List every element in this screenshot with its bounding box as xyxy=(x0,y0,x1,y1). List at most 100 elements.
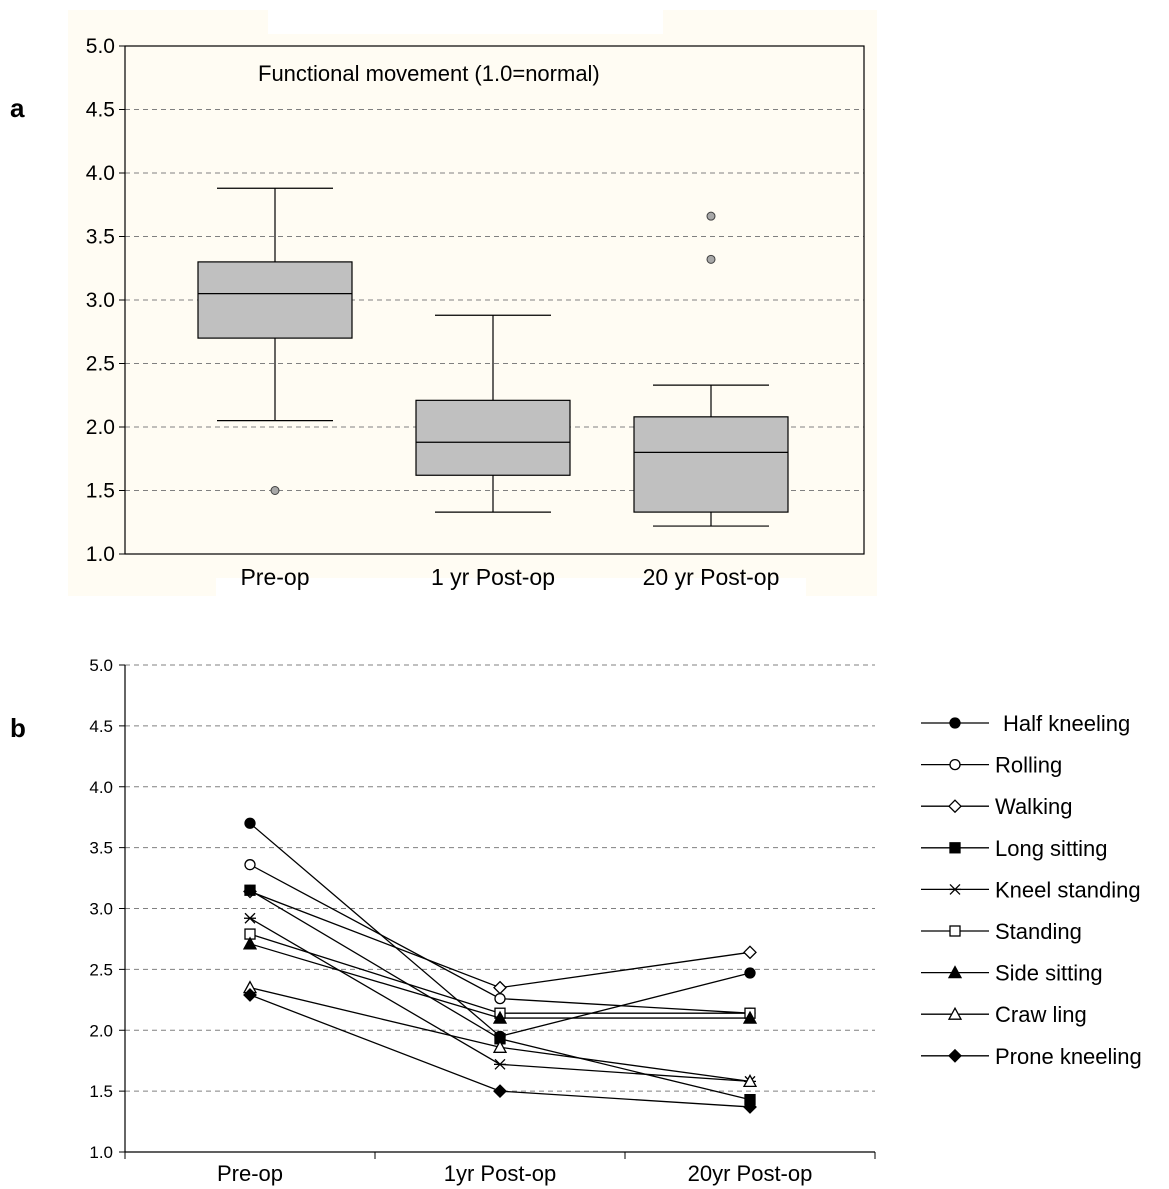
outlier-point xyxy=(706,254,716,264)
marker-open-circle xyxy=(244,859,256,871)
chart-b: 1.0 1.5 2.0 2.5 3.0 3.5 4.0 4.5 5.0 Pre-op 1yr Po… xyxy=(89,656,1141,1186)
marker-open-diamond xyxy=(948,799,962,814)
chart-a-x-tick-label: 1 yr Post-op xyxy=(431,564,555,590)
chart-a-y-tick-label: 3.0 xyxy=(86,289,115,312)
box-3 xyxy=(633,211,789,527)
marker-open-triangle xyxy=(947,1006,963,1020)
legend-label: Walking xyxy=(995,794,1072,819)
marker-open-triangle xyxy=(492,1039,508,1053)
legend-label: Side sitting xyxy=(995,961,1103,986)
chart-b-x-tick-label: 20yr Post-op xyxy=(688,1161,813,1186)
series-side-sitting xyxy=(242,936,758,1024)
outlier-point xyxy=(706,211,716,221)
chart-b-x-axis: Pre-op 1yr Post-op 20yr Post-op xyxy=(217,1161,812,1186)
marker-filled-diamond xyxy=(493,1084,507,1099)
chart-b-x-tick-label: Pre-op xyxy=(217,1161,283,1186)
marker-open-square xyxy=(949,925,961,937)
chart-b-y-tick-label: 5.0 xyxy=(89,656,113,675)
marker-stroke xyxy=(244,912,256,924)
interquartile-box xyxy=(197,261,353,339)
marker-filled-square xyxy=(949,842,961,854)
chart-a-y-tick-label: 1.0 xyxy=(86,543,115,566)
legend-item: Prone kneeling xyxy=(921,1044,1142,1069)
legend-label: Standing xyxy=(995,919,1082,944)
legend-label: Prone kneeling xyxy=(995,1044,1142,1069)
chart-a-x-tick-label: 20 yr Post-op xyxy=(643,564,780,590)
chart-a-y-tick-label: 2.0 xyxy=(86,416,115,439)
legend-label: Long sitting xyxy=(995,836,1108,861)
series-prone-kneeling xyxy=(243,988,757,1114)
chart-b-y-axis: 1.0 1.5 2.0 2.5 3.0 3.5 4.0 4.5 5.0 xyxy=(89,656,125,1162)
chart-a-boxes xyxy=(197,187,789,527)
chart-a: 1.0 1.5 2.0 2.5 3.0 3.5 4.0 4.5 5.0 Pre-op 1 yr P… xyxy=(86,35,865,590)
marker-asterisk xyxy=(244,912,256,924)
legend-item: Craw ling xyxy=(921,1002,1087,1027)
legend-label: Half kneeling xyxy=(1003,711,1130,736)
legend-item: Side sitting xyxy=(921,961,1103,986)
legend-label: Kneel standing xyxy=(995,877,1141,902)
chart-a-y-tick-label: 4.5 xyxy=(86,99,115,122)
legend-item: Kneel standing xyxy=(921,877,1141,902)
marker-stroke xyxy=(494,1058,506,1070)
legend-item: Standing xyxy=(921,919,1082,944)
chart-a-y-tick-label: 4.0 xyxy=(86,162,115,185)
series-line xyxy=(249,890,751,989)
panel-a-label: a xyxy=(10,93,25,123)
legend-label: Rolling xyxy=(995,753,1062,778)
panel-b-label: b xyxy=(10,713,26,743)
marker-filled-circle xyxy=(744,967,756,979)
chart-b-y-tick-label: 3.5 xyxy=(89,839,113,858)
marker-filled-diamond xyxy=(743,1100,757,1114)
chart-b-series xyxy=(242,817,758,1114)
marker-filled-circle xyxy=(244,817,256,829)
outlier-point xyxy=(270,486,280,495)
interquartile-box xyxy=(633,416,789,513)
marker-open-circle xyxy=(949,758,961,771)
marker-filled-diamond xyxy=(243,988,257,1002)
chart-b-y-tick-label: 4.5 xyxy=(89,717,113,736)
marker-filled-square xyxy=(244,884,256,896)
chart-a-title: Functional movement (1.0=normal) xyxy=(258,61,600,86)
chart-a-x-tick-label: Pre-op xyxy=(240,564,309,590)
marker-filled-diamond xyxy=(948,1048,962,1063)
chart-a-y-tick-label: 2.5 xyxy=(86,353,115,376)
chart-a-x-axis: Pre-op 1 yr Post-op 20 yr Post-op xyxy=(240,564,779,590)
marker-filled-triangle xyxy=(242,936,258,950)
chart-a-y-tick-label: 5.0 xyxy=(86,35,115,58)
marker-asterisk xyxy=(494,1058,506,1070)
series-walking xyxy=(243,884,757,995)
marker-open-circle xyxy=(494,992,506,1005)
legend-item: Long sitting xyxy=(921,836,1108,861)
chart-b-y-tick-label: 2.5 xyxy=(89,960,113,979)
chart-b-y-tick-label: 2.0 xyxy=(89,1021,113,1040)
legend-label: Craw ling xyxy=(995,1002,1087,1027)
marker-filled-triangle xyxy=(492,1010,508,1024)
marker-filled-circle xyxy=(949,717,961,729)
marker-open-triangle xyxy=(742,1074,758,1088)
chart-a-y-axis: 1.0 1.5 2.0 2.5 3.0 3.5 4.0 4.5 5.0 xyxy=(86,35,125,566)
box-1 xyxy=(197,187,353,495)
chart-b-y-tick-label: 1.5 xyxy=(89,1082,113,1101)
chart-a-y-tick-label: 3.5 xyxy=(86,226,115,249)
marker-asterisk xyxy=(949,883,961,895)
box-2 xyxy=(415,314,571,513)
series-long-sitting xyxy=(244,884,756,1106)
legend-item: Walking xyxy=(921,794,1072,819)
marker-open-diamond xyxy=(493,980,507,995)
marker-stroke xyxy=(949,883,961,895)
series-line xyxy=(249,822,751,1038)
marker-filled-triangle xyxy=(742,1010,758,1024)
chart-b-legend: Half kneeling Rolling Walking Long sitting K… xyxy=(921,711,1142,1069)
chart-b-y-tick-label: 4.0 xyxy=(89,778,113,797)
chart-b-gridlines xyxy=(125,664,875,1092)
chart-a-y-tick-label: 1.5 xyxy=(86,480,115,503)
chart-b-y-tick-label: 3.0 xyxy=(89,900,113,919)
chart-b-x-tick-label: 1yr Post-op xyxy=(444,1161,557,1186)
chart-b-y-tick-label: 1.0 xyxy=(89,1143,113,1162)
legend-item: Half kneeling xyxy=(921,711,1130,736)
interquartile-box xyxy=(415,399,571,476)
marker-filled-triangle xyxy=(947,965,963,979)
legend-item: Rolling xyxy=(921,753,1062,778)
marker-open-diamond xyxy=(743,945,757,960)
